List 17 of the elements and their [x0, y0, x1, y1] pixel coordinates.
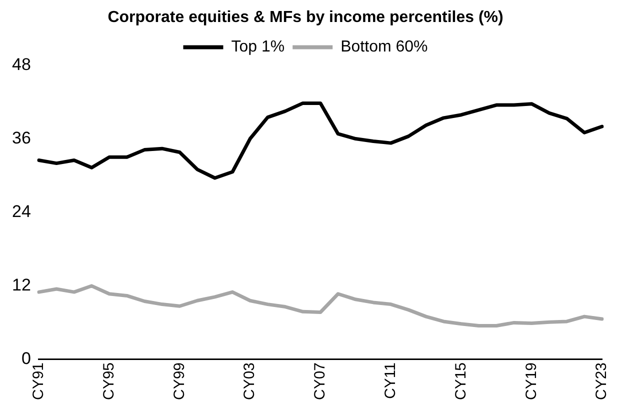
x-tick-label: CY19 — [522, 362, 540, 400]
chart-title: Corporate equities & MFs by income percentiles (%) — [108, 9, 504, 26]
x-tick-label: CY23 — [593, 362, 610, 400]
x-tick-label: CY99 — [170, 362, 188, 400]
y-tick-label: 12 — [12, 276, 31, 295]
x-tick-label: CY03 — [241, 362, 258, 400]
y-tick-label: 0 — [21, 349, 31, 368]
x-tick-label: CY07 — [312, 362, 329, 400]
x-tick-label: CY91 — [30, 362, 48, 400]
y-tick-label: 24 — [12, 202, 31, 222]
legend-label: Bottom 60% — [340, 38, 428, 56]
legend-label: Top 1% — [231, 38, 285, 56]
y-tick-label: 36 — [12, 128, 31, 148]
x-tick-label: CY95 — [100, 362, 118, 400]
x-tick-label: CY15 — [452, 362, 470, 400]
y-tick-label: 48 — [12, 54, 31, 74]
x-tick-label: CY11 — [382, 362, 399, 399]
